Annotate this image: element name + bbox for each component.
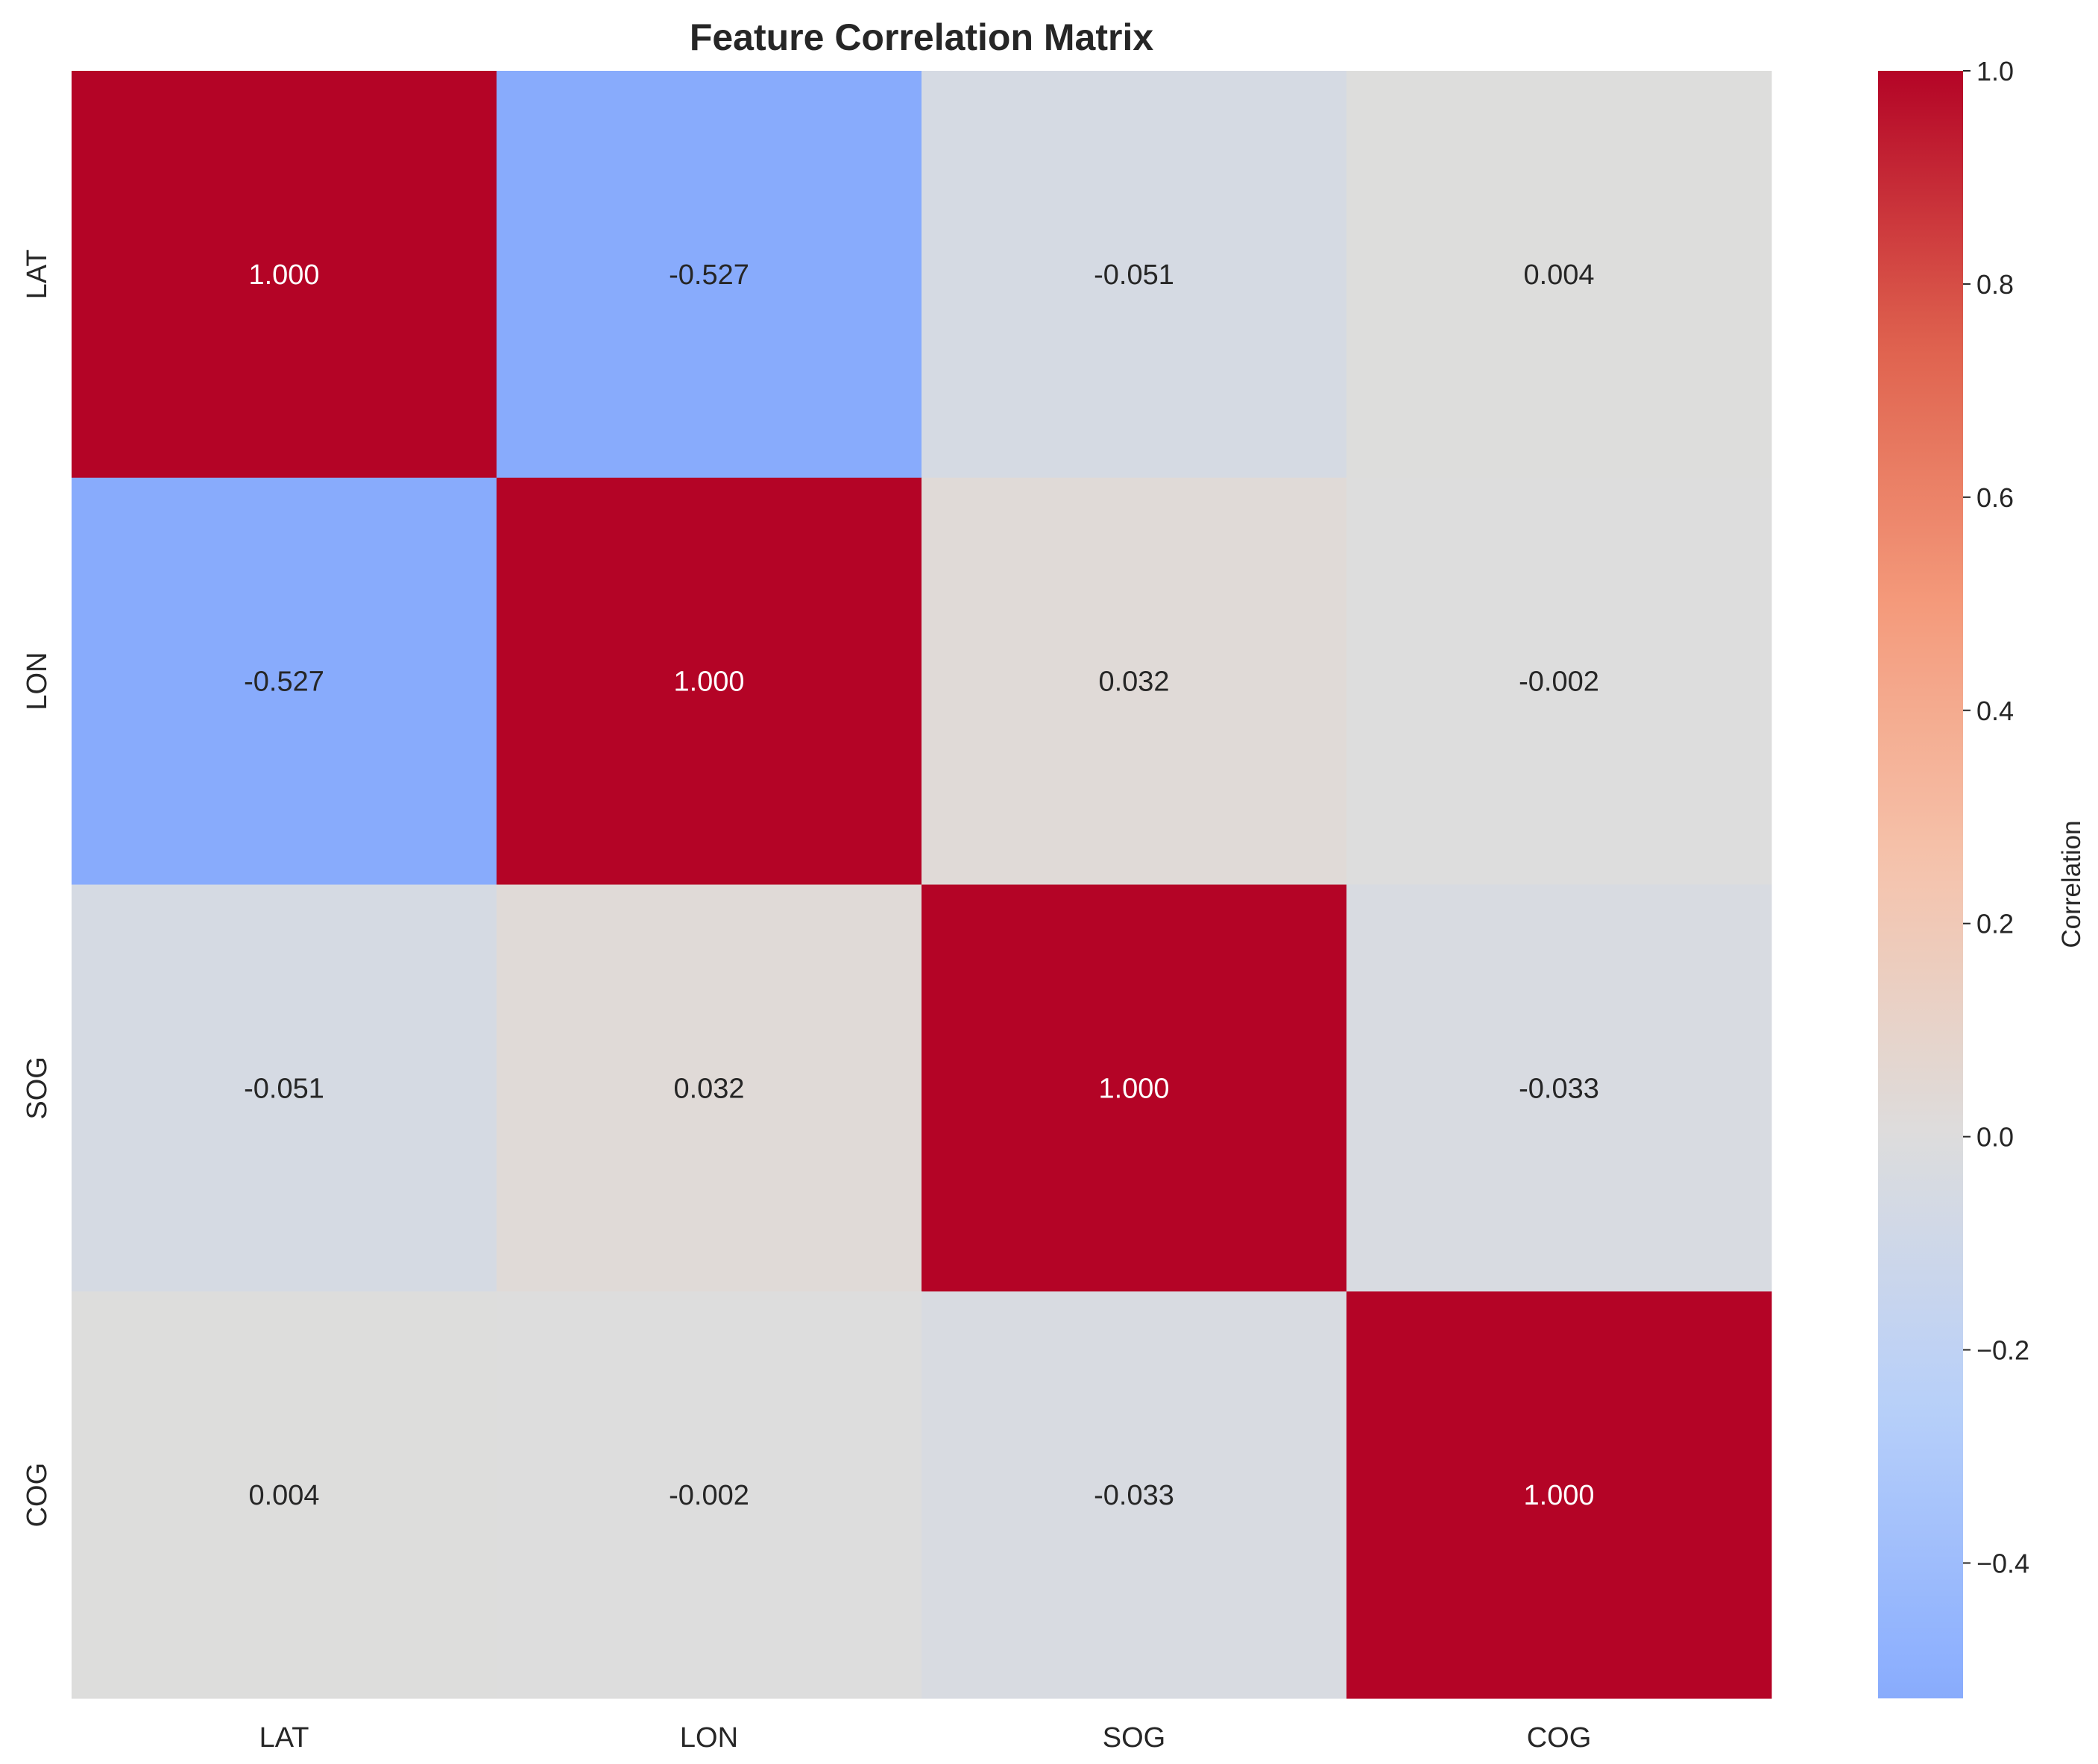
y-tick-label: COG	[22, 1463, 53, 1528]
x-tick-label: LON	[680, 1722, 738, 1754]
heatmap-cell	[497, 477, 922, 885]
heatmap-cell	[72, 477, 497, 885]
heatmap-cell	[497, 1291, 922, 1699]
cell-value-label: -0.527	[669, 259, 749, 291]
cell-value-label: -0.033	[1519, 1073, 1599, 1104]
cell-value-label: 1.000	[673, 667, 744, 698]
heatmap-cell	[1346, 1291, 1772, 1699]
cell-value-label: 0.032	[673, 1073, 744, 1104]
heatmap-cell	[1346, 884, 1772, 1292]
cell-value-label: 0.004	[1523, 259, 1594, 291]
y-tick-label: LAT	[22, 249, 53, 299]
colorbar-ticks: 1.0 0.8 0.6 0.4 0.2 0.0 −0.2 −0.4	[1963, 56, 2029, 1578]
x-axis: LAT LON SOG COG	[259, 1722, 1592, 1754]
y-tick-label: SOG	[22, 1056, 53, 1119]
cell-value-label: -0.051	[244, 1073, 324, 1104]
cell-value-label: 0.004	[248, 1480, 319, 1511]
colorbar-tick-label: 1.0	[1976, 56, 2014, 86]
cell-value-label: 0.032	[1098, 667, 1169, 698]
cell-value-label: 1.000	[248, 259, 319, 291]
heatmap-cell	[922, 1291, 1347, 1699]
cell-value-label: -0.002	[669, 1480, 749, 1511]
colorbar-tick-label: 0.0	[1976, 1122, 2014, 1153]
heatmap-cell	[497, 884, 922, 1292]
heatmap-cell	[922, 884, 1347, 1292]
cell-value-label: 1.000	[1523, 1480, 1594, 1511]
colorbar-tick-label: −0.4	[1976, 1548, 2029, 1578]
x-tick-label: SOG	[1103, 1722, 1165, 1754]
x-tick-label: LAT	[259, 1722, 309, 1754]
heatmap-cell	[72, 1291, 497, 1699]
heatmap-cell	[1346, 71, 1772, 479]
heatmap-cell	[922, 477, 1347, 885]
colorbar-tick-label: −0.2	[1976, 1335, 2029, 1366]
colorbar-tick-label: 0.4	[1976, 696, 2014, 726]
heatmap-cell	[497, 71, 922, 479]
cell-value-label: -0.051	[1094, 259, 1174, 291]
cell-value-label: -0.033	[1094, 1480, 1174, 1511]
colorbar-tick-label: 0.8	[1976, 269, 2014, 300]
heatmap-cell	[72, 884, 497, 1292]
chart-title: Feature Correlation Matrix	[690, 16, 1154, 58]
heatmap-cell	[922, 71, 1347, 479]
y-tick-label: LON	[22, 652, 53, 711]
colorbar: 1.0 0.8 0.6 0.4 0.2 0.0 −0.2 −0.4 Correlation	[1878, 56, 2086, 1698]
colorbar-label: Correlation	[2057, 820, 2086, 948]
heatmap-cells	[72, 71, 1772, 1699]
colorbar-tick-label: 0.6	[1976, 482, 2014, 513]
colorbar-gradient	[1878, 71, 1963, 1698]
heatmap-cell	[72, 71, 497, 479]
cell-value-label: -0.527	[244, 667, 324, 698]
cell-value-label: -0.002	[1519, 667, 1599, 698]
heatmap-cell	[1346, 477, 1772, 885]
y-axis: LAT LON SOG COG	[22, 249, 53, 1527]
cell-value-labels: 1.000 -0.527 -0.051 0.004 -0.527 1.000 0.032 -0…	[244, 259, 1599, 1511]
x-tick-label: COG	[1527, 1722, 1592, 1754]
colorbar-tick-label: 0.2	[1976, 909, 2014, 939]
cell-value-label: 1.000	[1098, 1073, 1169, 1104]
